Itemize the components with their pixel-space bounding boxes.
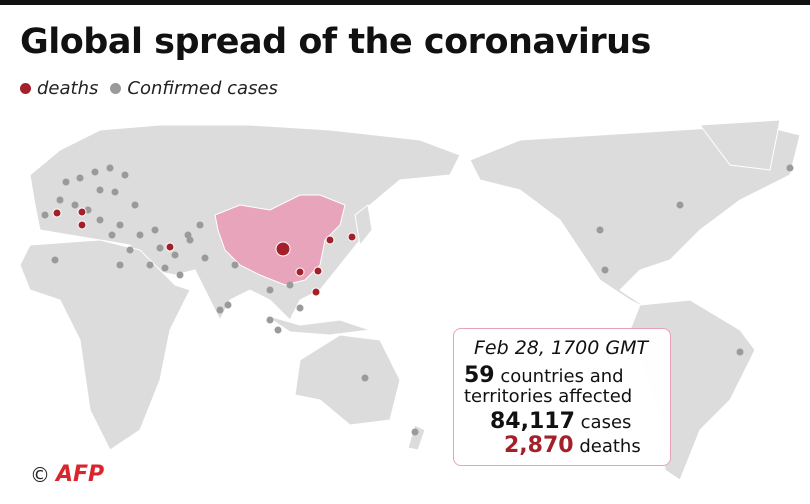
case-dot (296, 304, 304, 312)
title: Global spread of the coronavirus (20, 22, 651, 62)
indonesia (264, 314, 371, 336)
date: Feb 28, 1700 GMT (474, 337, 649, 359)
countries-text: countries and (500, 366, 624, 387)
legend-label: deaths (37, 78, 99, 99)
death-dot (77, 207, 87, 217)
case-dot (736, 348, 744, 356)
info-box: Feb 28, 1700 GMT 59 countries and territ… (453, 328, 671, 466)
case-dot (361, 374, 369, 382)
case-dot (106, 164, 114, 172)
case-dot (151, 226, 159, 234)
north-america (469, 124, 801, 311)
case-dot (601, 266, 609, 274)
case-dot (111, 188, 119, 196)
case-dot (216, 306, 224, 314)
death-dot (52, 208, 62, 218)
case-dot (196, 221, 204, 229)
legend-item: deaths (20, 78, 98, 99)
china (214, 194, 346, 286)
case-dot (116, 261, 124, 269)
case-dot (156, 244, 164, 252)
death-dot (347, 232, 357, 242)
case-dot (41, 211, 49, 219)
legend-item: Confirmed cases (110, 78, 278, 99)
case-dot (131, 201, 139, 209)
africa (19, 239, 191, 451)
death-dot (275, 241, 291, 257)
case-dot (266, 286, 274, 294)
case-dot (161, 264, 169, 272)
case-dot (126, 246, 134, 254)
case-dot (56, 196, 64, 204)
case-dot (96, 216, 104, 224)
cases-count: 84,117 (490, 409, 575, 434)
credit: © AFP (30, 462, 104, 487)
deaths-count: 2,870 (504, 433, 574, 458)
case-dot (676, 201, 684, 209)
japan (354, 204, 373, 247)
case-dot (266, 316, 274, 324)
legend-label: Confirmed cases (127, 78, 278, 99)
case-dot (176, 271, 184, 279)
case-dot (786, 164, 794, 172)
cases-label: cases (580, 412, 632, 433)
case-dot (71, 201, 79, 209)
case-dot (136, 231, 144, 239)
legend-dot (20, 83, 31, 94)
death-dots (52, 207, 357, 297)
source: AFP (56, 462, 105, 487)
countries-count: 59 (464, 363, 495, 388)
case-dot (184, 231, 192, 239)
death-dot (325, 235, 335, 245)
case-dot (146, 261, 154, 269)
case-dot (596, 226, 604, 234)
countries-line: 59 countries and (464, 363, 624, 388)
death-dot (165, 242, 175, 252)
countries-line: territories affected (464, 386, 633, 407)
case-dot (411, 428, 419, 436)
legend: deaths Confirmed cases (20, 78, 290, 99)
case-dot (91, 168, 99, 176)
case-dot (171, 251, 179, 259)
case-dot (96, 186, 104, 194)
case-dot (121, 171, 129, 179)
cases-line: 84,117 cases (490, 409, 631, 434)
case-dot (224, 301, 232, 309)
case-dot (274, 326, 282, 334)
legend-dot (110, 83, 122, 94)
case-dot (286, 281, 294, 289)
death-dot (295, 267, 305, 277)
case-dot (201, 254, 209, 262)
land (19, 119, 801, 481)
case-dot (76, 174, 84, 182)
top-bar (0, 0, 810, 5)
deaths-line: 2,870 deaths (504, 433, 641, 458)
case-dot (62, 178, 70, 186)
case-dots (41, 164, 794, 436)
death-dot (313, 266, 323, 276)
death-dot (77, 220, 87, 230)
greenland (699, 119, 781, 171)
case-dot (108, 231, 116, 239)
case-dot (51, 256, 59, 264)
deaths-label: deaths (579, 436, 641, 457)
australia (294, 334, 401, 426)
case-dot (116, 221, 124, 229)
case-dot (231, 261, 239, 269)
copyright: © (30, 462, 50, 487)
new-zealand (407, 424, 426, 451)
death-dot (311, 287, 321, 297)
